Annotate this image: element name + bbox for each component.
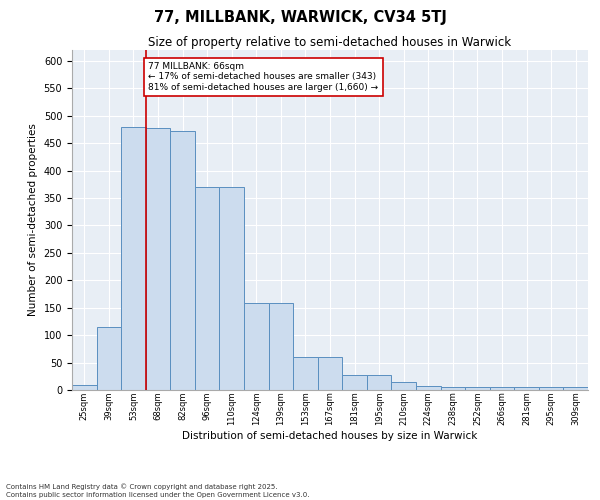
Bar — [72, 384, 97, 390]
Bar — [563, 388, 588, 390]
Text: 77 MILLBANK: 66sqm
← 17% of semi-detached houses are smaller (343)
81% of semi-d: 77 MILLBANK: 66sqm ← 17% of semi-detache… — [148, 62, 378, 92]
Bar — [195, 187, 220, 390]
Bar — [220, 187, 244, 390]
X-axis label: Distribution of semi-detached houses by size in Warwick: Distribution of semi-detached houses by … — [182, 431, 478, 441]
Bar — [391, 382, 416, 390]
Bar — [293, 357, 318, 390]
Bar — [244, 304, 269, 390]
Bar — [539, 386, 563, 390]
Bar — [318, 357, 342, 390]
Bar — [146, 128, 170, 390]
Bar — [416, 386, 440, 390]
Bar — [121, 127, 146, 390]
Bar — [170, 130, 195, 390]
Title: Size of property relative to semi-detached houses in Warwick: Size of property relative to semi-detach… — [148, 36, 512, 49]
Bar — [97, 327, 121, 390]
Bar — [367, 374, 391, 390]
Bar — [269, 304, 293, 390]
Text: Contains HM Land Registry data © Crown copyright and database right 2025.
Contai: Contains HM Land Registry data © Crown c… — [6, 484, 310, 498]
Text: 77, MILLBANK, WARWICK, CV34 5TJ: 77, MILLBANK, WARWICK, CV34 5TJ — [154, 10, 446, 25]
Bar — [342, 374, 367, 390]
Bar — [440, 388, 465, 390]
Bar — [514, 388, 539, 390]
Bar — [490, 388, 514, 390]
Y-axis label: Number of semi-detached properties: Number of semi-detached properties — [28, 124, 38, 316]
Bar — [465, 388, 490, 390]
